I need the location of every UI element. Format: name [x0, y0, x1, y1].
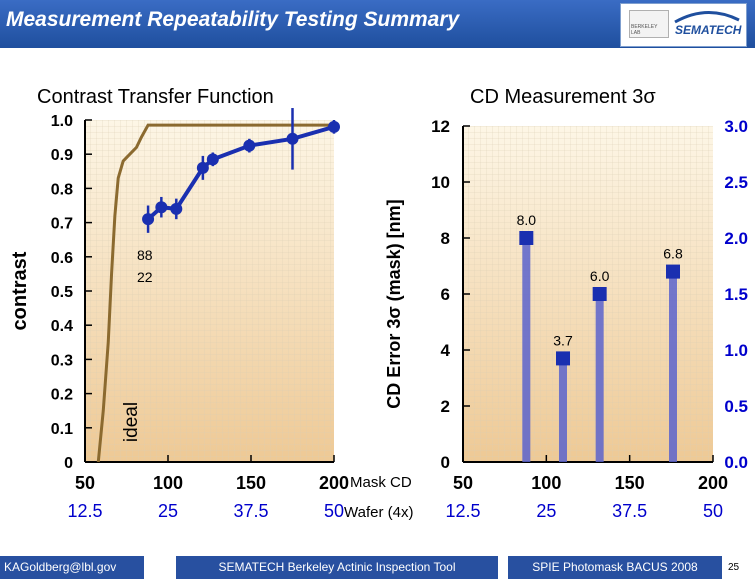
ctf-y-tick-label: 0 — [64, 455, 73, 472]
cd-y-tick-label: 0 — [441, 453, 450, 472]
cd-y-right-tick-label: 1.5 — [724, 285, 748, 304]
ctf-y-tick-label: 0.6 — [51, 250, 73, 267]
cd-x-tick-label: 150 — [615, 473, 645, 493]
cd-wafer-tick-label: 25 — [536, 501, 556, 521]
ctf-annotation-bottom: 22 — [137, 269, 153, 285]
cd-y-tick-label: 12 — [431, 117, 450, 136]
cd-bar — [669, 271, 677, 462]
cd-bar — [559, 358, 567, 462]
ctf-y-tick-label: 0.5 — [51, 284, 73, 301]
cd-y-tick-label: 2 — [441, 397, 450, 416]
cd-bar — [522, 238, 531, 462]
ctf-y-tick-label: 0.9 — [51, 147, 73, 164]
sematech-logo-icon: SEMATECH — [673, 8, 741, 42]
cd-y-tick-label: 8 — [441, 229, 450, 248]
cd-y-right-tick-label: 0.0 — [724, 453, 748, 472]
cd-bar-label: 8.0 — [517, 212, 537, 228]
cd-wafer-tick-label: 12.5 — [445, 501, 480, 521]
footer-center: SEMATECH Berkeley Actinic Inspection Too… — [176, 556, 498, 579]
cd-chart: 0 2 4 6 8 10 12 0.0 0.5 1.0 1.5 2.0 2.5 3.0 50 100 150 20… — [384, 117, 748, 521]
cd-wafer-tick-label: 37.5 — [612, 501, 647, 521]
cd-bar-label: 6.0 — [590, 268, 610, 284]
ctf-y-tick-label: 0.7 — [51, 216, 73, 233]
cd-x-tick-label: 100 — [531, 473, 561, 493]
header-bar: Measurement Repeatability Testing Summar… — [0, 0, 755, 48]
cd-bar-marker — [519, 231, 534, 245]
ctf-y-tick-label: 0.1 — [51, 421, 73, 438]
ctf-ideal-label: ideal — [121, 402, 142, 442]
ctf-wafer-tick-label: 12.5 — [67, 501, 102, 521]
ctf-x-tick-label: 50 — [75, 473, 95, 493]
berkeley-lab-logo-icon: BERKELEY LAB — [629, 10, 669, 38]
cd-y-right-tick-label: 1.0 — [724, 341, 748, 360]
ctf-ideal-curve — [96, 123, 334, 463]
cd-bar-marker — [556, 351, 570, 366]
right-chart-title-symbol: σ — [643, 86, 656, 108]
cd-y-tick-label: 4 — [441, 341, 451, 360]
ctf-y-tick-label: 0.2 — [51, 387, 73, 404]
footer-email: KAGoldberg@lbl.gov — [0, 556, 144, 579]
page-number: 25 — [728, 562, 740, 573]
ctf-annotation-top: 88 — [137, 247, 153, 263]
cd-bar-marker — [592, 287, 607, 301]
ctf-wafer-tick-label: 25 — [158, 501, 178, 521]
cd-bar — [595, 294, 604, 462]
wafer-label: Wafer (4x) — [344, 504, 414, 521]
ctf-data-point — [243, 139, 256, 152]
ctf-y-tick-label: 0.8 — [51, 181, 73, 198]
cd-bar-marker — [666, 264, 680, 279]
logo-area: BERKELEY LAB SEMATECH — [620, 3, 747, 47]
ctf-x-tick-label: 200 — [319, 473, 349, 493]
ctf-wafer-tick-label: 50 — [324, 501, 344, 521]
cd-bar-label: 6.8 — [663, 246, 683, 262]
ctf-y-tick-label: 0.4 — [51, 318, 73, 335]
mask-cd-label: Mask CD — [350, 474, 412, 491]
ctf-data-point — [170, 202, 183, 215]
ctf-data-point — [196, 161, 209, 174]
ctf-y-axis-label: contrast — [9, 251, 31, 330]
ctf-data-point — [286, 132, 299, 145]
cd-wafer-tick-label: 50 — [703, 501, 723, 521]
sematech-logo-text: SEMATECH — [675, 23, 742, 37]
ctf-data-point — [206, 153, 219, 166]
cd-y-right-tick-label: 0.5 — [724, 397, 748, 416]
footer-right: SPIE Photomask BACUS 2008 — [508, 556, 722, 579]
cd-y-tick-label: 10 — [431, 173, 450, 192]
berkeley-lab-logo-text: BERKELEY LAB — [631, 24, 658, 36]
ctf-x-tick-label: 150 — [236, 473, 266, 493]
ctf-plot-grid — [85, 120, 334, 462]
cd-y-tick-label: 6 — [441, 285, 450, 304]
ctf-wafer-tick-label: 37.5 — [233, 501, 268, 521]
cd-y-right-tick-label: 2.5 — [724, 173, 748, 192]
right-chart-title-text: CD Measurement 3 — [470, 86, 644, 108]
ctf-data-point — [142, 213, 155, 226]
ctf-chart: 0 0.1 0.2 0.3 0.4 0.5 0.6 0.7 0.8 0.9 1.0 50 100 150 2… — [9, 108, 349, 521]
right-chart-title: CD Measurement 3σ — [470, 86, 656, 109]
cd-bar-label: 3.7 — [553, 332, 573, 348]
cd-x-tick-label: 50 — [453, 473, 473, 493]
ctf-y-tick-label: 1.0 — [51, 113, 73, 130]
left-chart-title: Contrast Transfer Function — [37, 86, 274, 108]
ctf-data-point — [328, 120, 340, 133]
cd-y-right-tick-label: 3.0 — [724, 117, 748, 136]
ctf-x-tick-label: 100 — [153, 473, 183, 493]
slide-title: Measurement Repeatability Testing Summar… — [6, 8, 460, 31]
cd-y-right-tick-label: 2.0 — [724, 229, 748, 248]
ctf-y-tick-label: 0.3 — [51, 352, 73, 369]
cd-y-axis-label: CD Error 3σ (mask) [nm] — [384, 199, 404, 408]
ctf-data-point — [155, 201, 168, 214]
sematech-swoosh-icon — [674, 10, 740, 24]
cd-x-tick-label: 200 — [698, 473, 728, 493]
